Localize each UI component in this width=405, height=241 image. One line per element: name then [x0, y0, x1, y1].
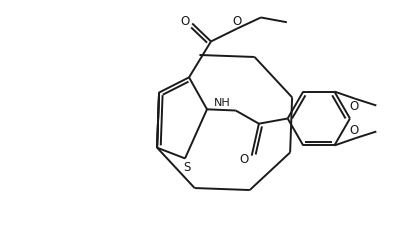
Text: S: S — [183, 161, 190, 174]
Text: NH: NH — [213, 98, 230, 108]
Text: O: O — [349, 124, 358, 137]
Text: O: O — [349, 100, 358, 113]
Text: O: O — [180, 15, 189, 28]
Text: O: O — [232, 15, 241, 28]
Text: O: O — [239, 153, 248, 166]
